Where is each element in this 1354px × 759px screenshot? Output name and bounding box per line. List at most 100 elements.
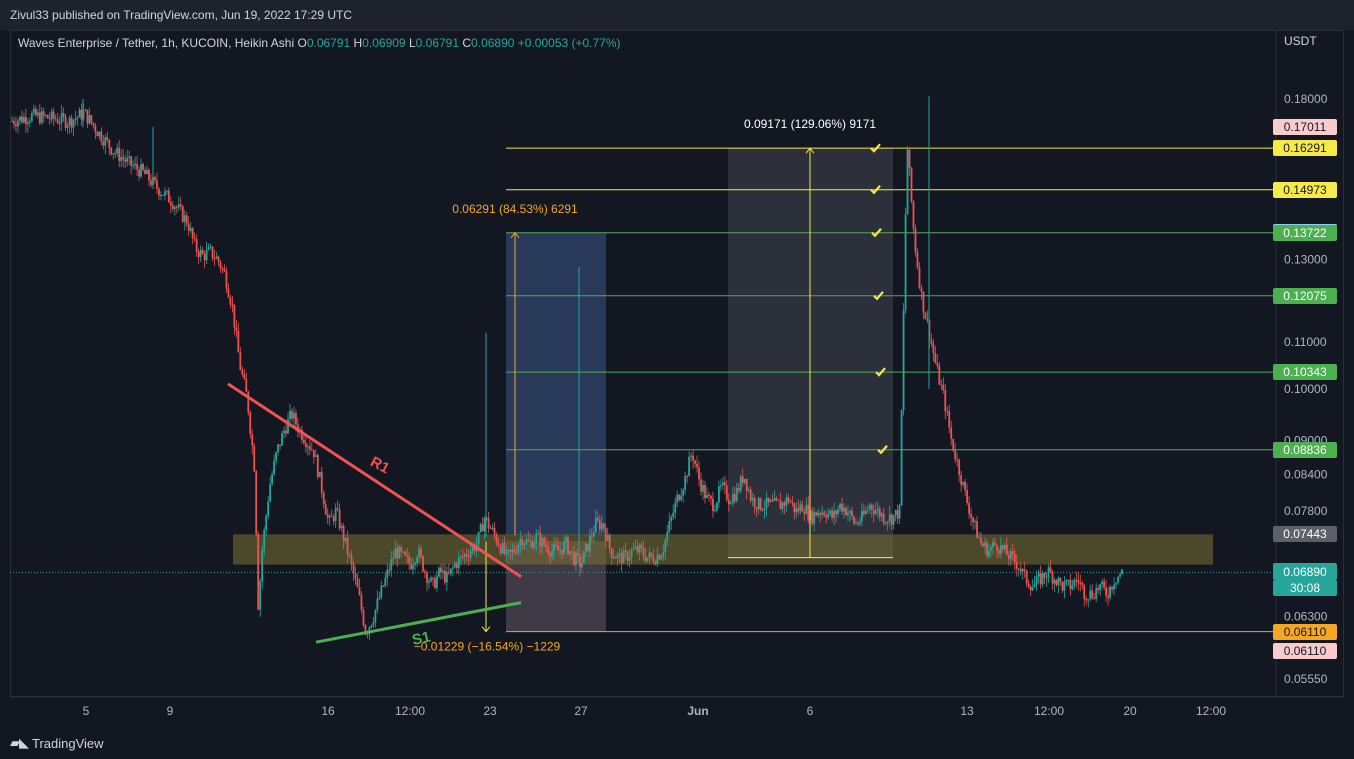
tradingview-brand[interactable]: ▰◣ TradingView	[10, 735, 104, 751]
candle-body	[888, 514, 891, 522]
candle-body	[795, 508, 798, 513]
candle-body	[706, 494, 708, 498]
candle-body	[799, 504, 802, 512]
candle-body	[21, 116, 23, 123]
candle-body	[708, 494, 710, 497]
measure-label-2: −0.01229 (−16.54%) −1229	[414, 640, 561, 654]
candle-body	[265, 515, 268, 530]
support-zone	[233, 534, 1213, 565]
candle-body	[628, 557, 631, 561]
candle-body	[281, 433, 283, 446]
measure-arrow-a-head	[510, 231, 520, 239]
candle-body	[1045, 577, 1048, 579]
candle-body	[533, 542, 536, 548]
candle-body	[68, 117, 71, 126]
open-value: 0.06791	[306, 36, 351, 50]
candle-body	[1055, 579, 1058, 586]
candle-body	[821, 512, 824, 515]
x-tick-label-10: 20	[1123, 704, 1137, 718]
axis-unit: USDT	[1284, 34, 1317, 48]
candle-body	[507, 549, 510, 551]
candle-body	[412, 564, 414, 570]
candle-body	[974, 521, 976, 523]
price-tag-6: 0.10343	[1273, 364, 1337, 381]
y-tick-label-0: 0.18000	[1284, 92, 1328, 106]
candle-body	[328, 515, 331, 518]
candle-body	[445, 572, 448, 583]
candle-body	[835, 510, 837, 515]
price-tag-5: 0.12075	[1273, 287, 1337, 304]
candle-body	[1009, 551, 1012, 560]
candle-body	[962, 481, 965, 485]
candle-body	[1077, 580, 1080, 583]
candle-body	[386, 569, 389, 578]
candle-body	[864, 510, 867, 515]
price-tag-13: 0.06110	[1273, 643, 1337, 660]
candle-body	[729, 503, 732, 505]
candle-body	[555, 544, 557, 547]
candle-body	[996, 545, 998, 551]
candle-body	[1043, 572, 1046, 578]
candle-body	[704, 484, 706, 498]
candle-body	[88, 115, 91, 124]
low-value: 0.06791	[415, 36, 460, 50]
candle-body	[440, 567, 442, 573]
chart-frame[interactable]	[10, 30, 1344, 697]
candle-body	[92, 122, 95, 126]
candle-body	[1067, 579, 1070, 581]
candle-body	[447, 572, 450, 574]
candle-body	[944, 390, 947, 412]
candle-body	[138, 169, 140, 177]
candle-body	[594, 517, 597, 533]
candle-body	[304, 442, 307, 448]
candle-body	[197, 251, 200, 258]
candle-body	[140, 163, 142, 177]
candle-body	[672, 512, 675, 517]
candle-body	[134, 163, 136, 166]
candle-body	[1089, 590, 1092, 600]
candle-body	[461, 556, 464, 558]
candle-body	[64, 116, 67, 128]
candle-body	[741, 476, 744, 483]
candle-body	[441, 570, 444, 573]
candle-body	[783, 502, 786, 506]
candle-body	[302, 439, 305, 443]
candle-body	[169, 202, 172, 206]
candle-body	[819, 513, 822, 515]
candle-body	[239, 352, 242, 370]
plot-area	[10, 96, 1275, 644]
candle-body	[608, 534, 611, 549]
candle-body	[644, 555, 647, 562]
candle-body	[118, 147, 121, 162]
candle-body	[1079, 582, 1082, 584]
top-bar: Zivul33 published on TradingView.com, Ju…	[0, 0, 1354, 30]
candle-body	[1031, 587, 1034, 591]
candle-body	[622, 550, 625, 564]
close-value: 0.06890	[471, 36, 515, 50]
candle-body	[860, 510, 863, 522]
candle-body	[857, 523, 859, 525]
candle-body	[42, 111, 45, 116]
candle-body	[557, 546, 559, 551]
candle-body	[638, 544, 641, 553]
candle-body	[539, 533, 542, 547]
candle-body	[271, 474, 274, 485]
candle-body	[392, 558, 395, 560]
candle-body	[338, 509, 341, 529]
candle-body	[549, 553, 552, 557]
candle-body	[223, 268, 226, 272]
candle-body	[1047, 567, 1050, 578]
candle-body	[847, 512, 849, 516]
checkmark-icon	[871, 228, 882, 238]
candle-body	[50, 111, 53, 120]
candle-body	[116, 147, 119, 154]
candle-body	[179, 204, 182, 207]
y-tick-label-6: 0.07800	[1284, 504, 1328, 518]
candle-body	[344, 537, 347, 541]
candle-body	[954, 450, 957, 460]
candle-body	[654, 562, 657, 565]
candle-body	[108, 139, 111, 148]
candle-body	[841, 503, 843, 512]
candle-body	[233, 304, 236, 328]
